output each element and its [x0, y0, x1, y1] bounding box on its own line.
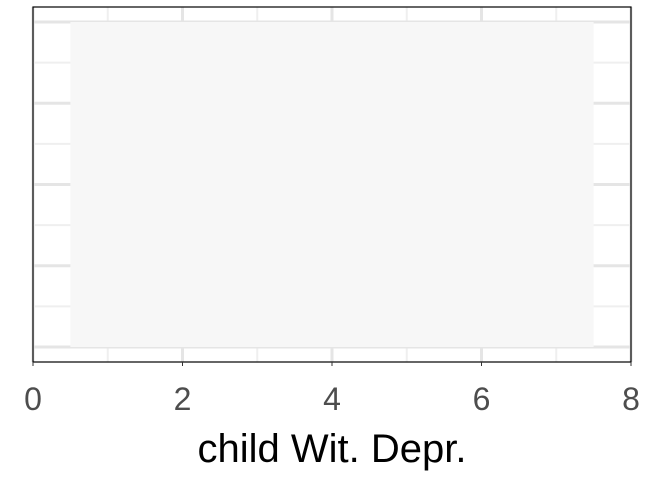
x-tick-label: 2: [174, 381, 192, 417]
x-tick-label: 4: [323, 381, 341, 417]
x-tick-label: 8: [622, 381, 640, 417]
bar-layer: [70, 22, 594, 347]
x-tick-label: 6: [473, 381, 491, 417]
x-tick-label: 0: [24, 381, 42, 417]
x-axis-ticks: 0 2 4 6 8: [24, 362, 640, 417]
bar: [70, 22, 594, 347]
x-axis-title: child Wit. Depr.: [198, 427, 467, 471]
